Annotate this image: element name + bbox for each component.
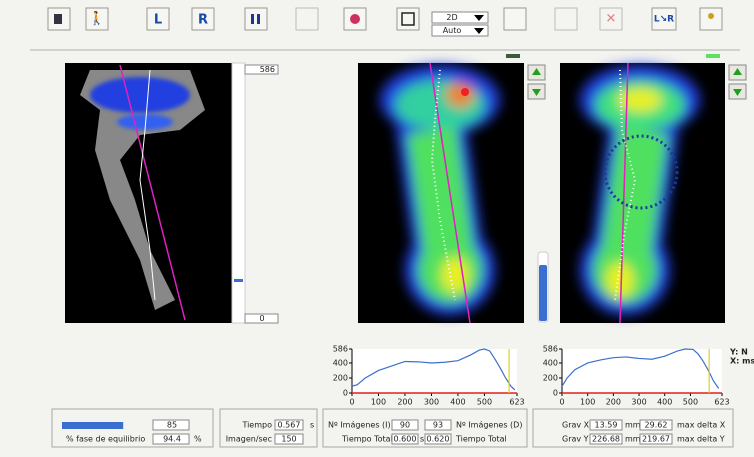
icon [708,13,714,19]
label: Grav X [562,421,590,430]
x-tick-label: 623 [509,398,524,407]
x-tick-label: 100 [371,398,386,407]
unit: % [194,435,202,444]
button-label: R [198,13,208,28]
left-foot-map [358,63,548,323]
value: 0.600 [394,435,417,444]
x-tick-label: 400 [657,398,672,407]
label: max delta X [677,421,726,430]
plot-area [562,349,722,393]
x-tick-label: 300 [631,398,646,407]
unit: s [420,435,424,444]
right-foot-map [560,63,746,323]
unit: s [310,421,314,430]
label: max delta Y [677,435,725,444]
x-tick-label: 623 [714,398,729,407]
y-tick-label: 400 [333,358,348,367]
label: Tiempo Total [455,435,507,444]
label: Tiempo [241,421,272,430]
y-tick-label: 400 [543,358,558,367]
value: 90 [400,421,410,430]
icon: ✕ [606,12,617,27]
label: Nº Imágenes (D) [456,421,522,430]
icon [54,14,62,24]
x-tick-label: 0 [559,398,564,407]
pressure [90,77,190,113]
slider-max: 586 [260,65,275,74]
button-label: L [154,13,162,28]
label: % fase de equilibrio [66,435,145,444]
slider-min: 0 [259,314,264,323]
value: 13.59 [595,421,618,430]
value: 219.67 [642,435,670,444]
value: 0.620 [427,435,450,444]
disabled-button[interactable] [296,8,318,30]
x-unit: X: ms [730,357,754,366]
x-tick-label: 200 [397,398,412,407]
dropdown-value: Auto [443,26,462,35]
slider-thumb[interactable] [234,279,243,282]
icon [251,14,254,24]
x-tick-label: 500 [683,398,698,407]
slider[interactable] [232,63,245,323]
value: 93 [433,421,443,430]
app-window: 🚶 L R 2D Auto ✕ L↘R 586 0 [0,0,754,457]
save-button[interactable] [397,8,419,30]
y-tick-label: 586 [543,345,558,354]
x-tick-label: 500 [477,398,492,407]
indicator [706,54,720,58]
icon: 🚶 [89,11,105,27]
y-tick-label: 0 [343,389,348,398]
label: Tiempo Total [341,435,393,444]
progress-bar [62,422,123,429]
dropdown-value: 2D [446,13,457,22]
unit: mm [625,421,641,430]
label: Nº Imágenes (I) [328,421,391,430]
x-tick-label: 400 [450,398,465,407]
level-fill [539,265,547,321]
x-tick-label: 0 [349,398,354,407]
y-tick-label: 0 [553,389,558,398]
y-unit: Y: N [729,348,748,357]
x-tick-label: 100 [580,398,595,407]
x-tick-label: 300 [424,398,439,407]
icon: L↘R [654,15,674,25]
value: 29.62 [645,421,668,430]
y-tick-label: 586 [333,345,348,354]
unit: mm [625,435,641,444]
indicator [506,54,520,58]
progress-value: 85 [167,421,177,430]
rate-value: 150 [281,435,296,444]
time-value: 0.567 [278,421,301,430]
percent-value: 94.4 [163,435,181,444]
hotspot [461,88,469,96]
pause-button[interactable] [245,8,267,30]
icon [257,14,260,24]
y-tick-label: 200 [543,373,558,382]
value: 226.68 [592,435,620,444]
x-tick-label: 200 [606,398,621,407]
label: Grav Y [562,435,589,444]
y-tick-label: 200 [333,373,348,382]
label: Imagen/sec [226,435,272,444]
icon [350,14,360,24]
foot-settings-button[interactable] [504,8,526,30]
disabled-button[interactable] [555,8,577,30]
